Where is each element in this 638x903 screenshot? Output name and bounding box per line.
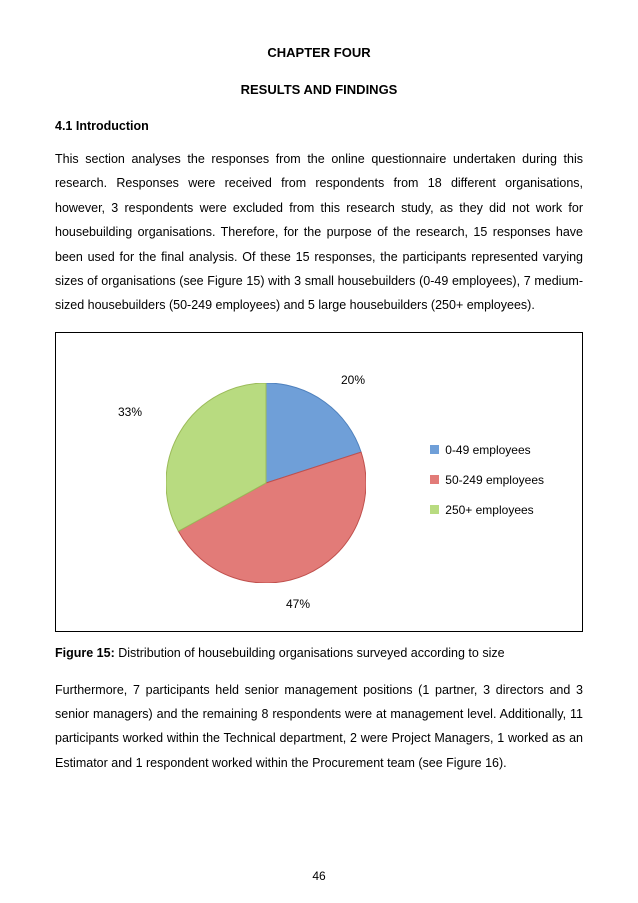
chapter-title: CHAPTER FOUR: [55, 45, 583, 60]
legend-swatch-2: [430, 505, 439, 514]
legend-label-1: 50-249 employees: [445, 473, 544, 487]
legend-label-2: 250+ employees: [445, 503, 533, 517]
pie-chart-frame: 20% 47% 33% 0-49 employees 50-249 employ…: [55, 332, 583, 632]
legend-item-1: 50-249 employees: [430, 473, 544, 487]
chapter-subtitle: RESULTS AND FINDINGS: [55, 82, 583, 97]
legend-swatch-1: [430, 475, 439, 484]
legend-label-0: 0-49 employees: [445, 443, 530, 457]
figure-caption-label: Figure 15:: [55, 646, 115, 660]
legend-item-2: 250+ employees: [430, 503, 544, 517]
pie-label-0: 20%: [341, 373, 365, 387]
page-number: 46: [0, 869, 638, 883]
pie-label-1: 47%: [286, 597, 310, 611]
figure-caption: Figure 15: Distribution of housebuilding…: [55, 646, 583, 660]
legend-item-0: 0-49 employees: [430, 443, 544, 457]
legend-swatch-0: [430, 445, 439, 454]
followup-paragraph: Furthermore, 7 participants held senior …: [55, 678, 583, 776]
pie-svg: [166, 383, 366, 583]
pie-label-2: 33%: [118, 405, 142, 419]
pie-chart: [166, 383, 366, 586]
section-heading: 4.1 Introduction: [55, 119, 583, 133]
figure-caption-text: Distribution of housebuilding organisati…: [115, 646, 505, 660]
chart-legend: 0-49 employees 50-249 employees 250+ emp…: [430, 443, 544, 533]
intro-paragraph: This section analyses the responses from…: [55, 147, 583, 318]
